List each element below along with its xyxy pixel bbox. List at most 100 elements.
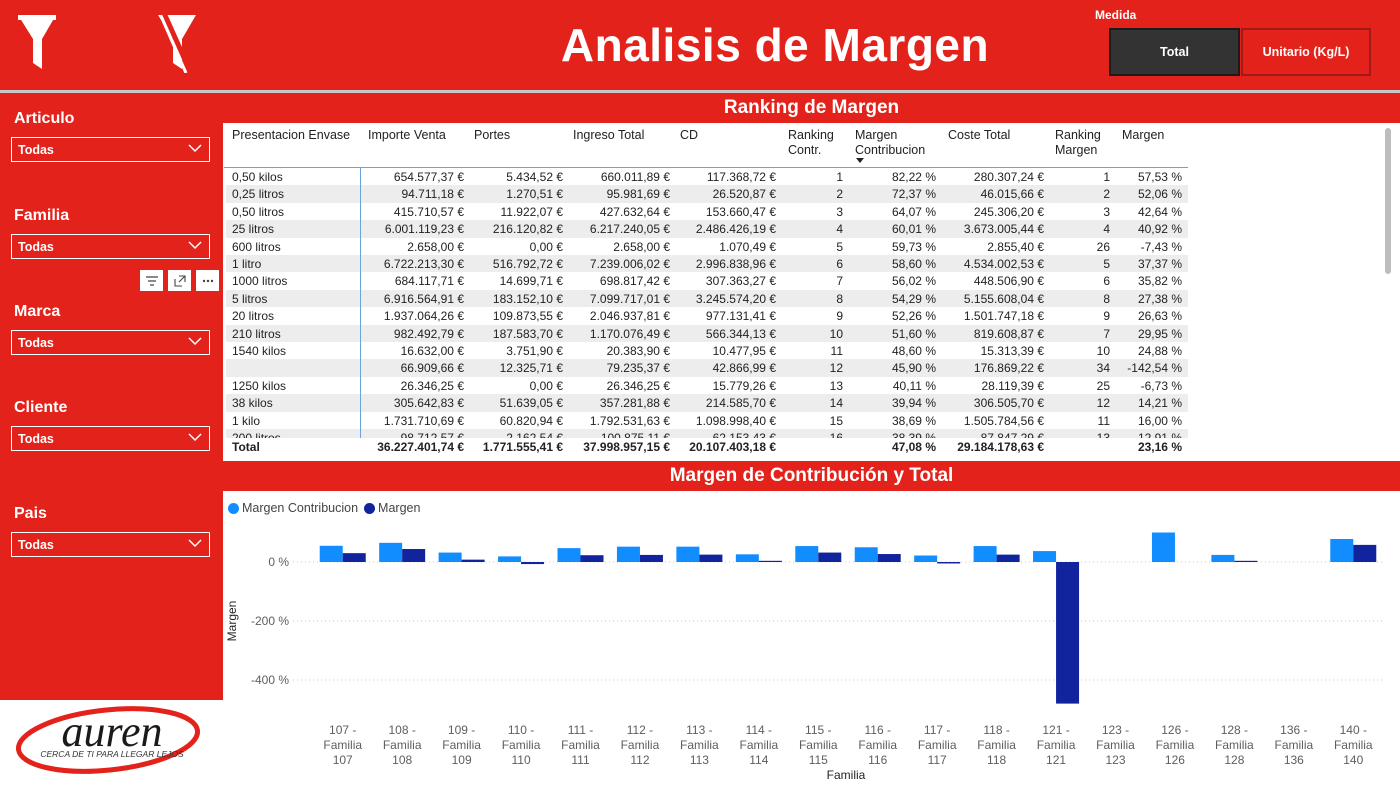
table-cell: 46.015,66 €: [980, 187, 1044, 202]
table-row[interactable]: 20 litros 1.937.064,26 € 109.873,55 € 2.046…: [226, 307, 1188, 324]
table-cell: 5.155.608,04 €: [963, 291, 1044, 306]
chevron-down-icon: [188, 539, 202, 548]
legend-item[interactable]: Margen Contribucion: [228, 501, 358, 515]
table-cell: 4.534.002,53 €: [963, 257, 1044, 271]
column-header[interactable]: Portes: [474, 128, 511, 142]
medida-total-button[interactable]: Total: [1109, 28, 1240, 76]
chart-bar: [937, 562, 961, 564]
slicer-pais-dropdown[interactable]: Todas: [11, 532, 210, 557]
table-row[interactable]: 1 kilo 1.731.710,69 € 60.820,94 € 1.792.531…: [226, 412, 1188, 429]
table-cell: 153.660,47 €: [705, 204, 776, 219]
table-row[interactable]: 0,25 litros 94.711,18 € 1.270,51 € 95.981,6…: [226, 185, 1188, 203]
table-row[interactable]: 66.909,66 € 12.325,71 € 79.235,37 € 42.866,…: [226, 359, 1188, 377]
table-cell: 42.866,99 €: [712, 361, 776, 376]
table-cell: 8: [836, 291, 843, 306]
slicer-label-cliente: Cliente: [14, 399, 68, 416]
table-scrollbar[interactable]: [1385, 128, 1391, 274]
table-cell: 12,91 %: [1137, 431, 1182, 438]
chart-bar: [402, 549, 426, 562]
legend-label: Margen Contribucion: [242, 501, 359, 515]
total-cell: 29.184.178,63 €: [957, 440, 1044, 454]
column-header[interactable]: CD: [680, 128, 699, 142]
chart-bar: [1056, 562, 1080, 704]
chart-bar: [1033, 551, 1057, 562]
table-cell: 7: [836, 274, 843, 289]
chart-bar: [735, 554, 759, 562]
chart-bar: [461, 559, 485, 562]
slicer-familia-dropdown[interactable]: Todas: [11, 234, 210, 259]
table-row[interactable]: 210 litros 982.492,79 € 187.583,70 € 1.170.…: [226, 324, 1188, 342]
table-cell: 1.098.998,40 €: [695, 413, 776, 428]
table-row[interactable]: 600 litros 2.658,00 € 0,00 € 2.658,00 € 1.07…: [226, 238, 1188, 255]
column-header[interactable]: Margen: [1122, 128, 1165, 142]
chart-plot: 0 % -200 % -400 % Margen 107 -Familia 107 108 …: [225, 532, 1383, 782]
table-row[interactable]: 38 kilos 305.642,83 € 51.639,05 € 357.281,8…: [226, 394, 1188, 412]
table-cell: 37,37 %: [1137, 257, 1182, 271]
slicer-articulo-dropdown[interactable]: Todas: [11, 137, 210, 162]
focus-mode-icon[interactable]: [168, 270, 191, 291]
chart-bar: [914, 555, 938, 562]
table-cell: 2.658,00 €: [613, 239, 670, 254]
slicer-label-marca: Marca: [14, 303, 61, 320]
table-cell: 82,22 %: [891, 170, 936, 184]
table-cell: 200 litros: [232, 431, 281, 438]
filter-icon[interactable]: [140, 270, 163, 291]
table-cell: 2.486.426,19 €: [695, 222, 776, 237]
table-row[interactable]: 0,50 litros 415.710,57 € 11.922,07 € 427.63…: [226, 203, 1188, 220]
table-cell: 5: [836, 239, 843, 254]
chart-bar: [877, 554, 901, 562]
clear-filter-icon[interactable]: [156, 13, 198, 73]
more-options-icon[interactable]: [196, 270, 219, 291]
slicer-cliente-dropdown[interactable]: Todas: [11, 426, 210, 451]
table-cell: 3.245.574,20 €: [695, 291, 776, 306]
table-cell: 13: [1096, 431, 1110, 438]
chart-bar: [319, 545, 343, 562]
table-cell: 57,53 %: [1137, 170, 1182, 184]
legend-item[interactable]: Margen: [364, 501, 420, 515]
total-cell: 20.107.403,18 €: [689, 440, 776, 454]
table-cell: 4: [836, 222, 843, 237]
x-tick-label: 118 -Familia 118: [977, 723, 1016, 767]
column-header[interactable]: Margen Contribucion: [855, 128, 926, 157]
column-header[interactable]: Presentacion Envase: [232, 128, 351, 142]
table-cell: 100.875,11 €: [600, 431, 670, 438]
table-cell: 8: [1103, 291, 1110, 306]
chart-bar: [699, 554, 723, 562]
table-cell: 2: [836, 187, 843, 202]
table-cell: 2.855,40 €: [987, 239, 1044, 254]
table-cell: 60.820,94 €: [499, 413, 563, 428]
column-header[interactable]: Ranking Contr.: [788, 128, 834, 157]
filter-icon[interactable]: [16, 13, 58, 73]
column-header[interactable]: Ranking Margen: [1055, 128, 1101, 157]
x-tick-label: 121 -Familia 121: [1037, 723, 1076, 767]
table-row[interactable]: 1540 kilos 16.632,00 € 3.751,90 € 20.383,90…: [226, 342, 1188, 359]
x-tick-label: 112 -Familia 112: [621, 723, 660, 767]
chart-bar: [379, 542, 403, 562]
column-header[interactable]: Coste Total: [948, 128, 1011, 142]
table-cell: 16: [829, 431, 843, 438]
table-cell: 2.658,00 €: [407, 239, 464, 254]
table-cell: 98.712,57 €: [400, 431, 464, 438]
slicer-value: Todas: [18, 538, 54, 552]
table-row[interactable]: 1 litro 6.722.213,30 € 516.792,72 € 7.239.0…: [226, 255, 1188, 273]
table-row[interactable]: 200 litros 98.712,57 € 2.162,54 € 100.875,1…: [226, 429, 1188, 438]
column-header[interactable]: Ingreso Total: [573, 128, 645, 142]
table-cell: 11: [1097, 413, 1110, 428]
table-cell: 5: [1103, 257, 1110, 271]
medida-unitario-button[interactable]: Unitario (Kg/L): [1241, 28, 1371, 76]
table-cell: 7.099.717,01 €: [589, 291, 670, 306]
slicer-marca-dropdown[interactable]: Todas: [11, 330, 210, 355]
total-cell: 47,08 %: [891, 440, 936, 454]
table-row[interactable]: 1250 kilos 26.346,25 € 0,00 € 26.346,25 € 15…: [226, 377, 1188, 394]
slicer-value: Todas: [18, 432, 54, 446]
table-row[interactable]: 1000 litros 684.117,71 € 14.699,71 € 698.81…: [226, 272, 1188, 289]
y-tick-label: -400 %: [251, 673, 289, 687]
table-row[interactable]: 0,50 kilos 654.577,37 € 5.434,52 € 660.011,…: [226, 168, 1188, 185]
table-cell: 684.117,71 €: [394, 274, 464, 289]
table-cell: 357.281,88 €: [599, 396, 670, 411]
table-row[interactable]: 25 litros 6.001.119,23 € 216.120,82 € 6.217…: [226, 220, 1188, 238]
column-header[interactable]: Importe Venta: [368, 128, 446, 142]
table-body: 0,50 kilos 654.577,37 € 5.434,52 € 660.011,…: [224, 168, 1188, 438]
table-row[interactable]: 5 litros 6.916.564,91 € 183.152,10 € 7.099.…: [226, 289, 1188, 308]
